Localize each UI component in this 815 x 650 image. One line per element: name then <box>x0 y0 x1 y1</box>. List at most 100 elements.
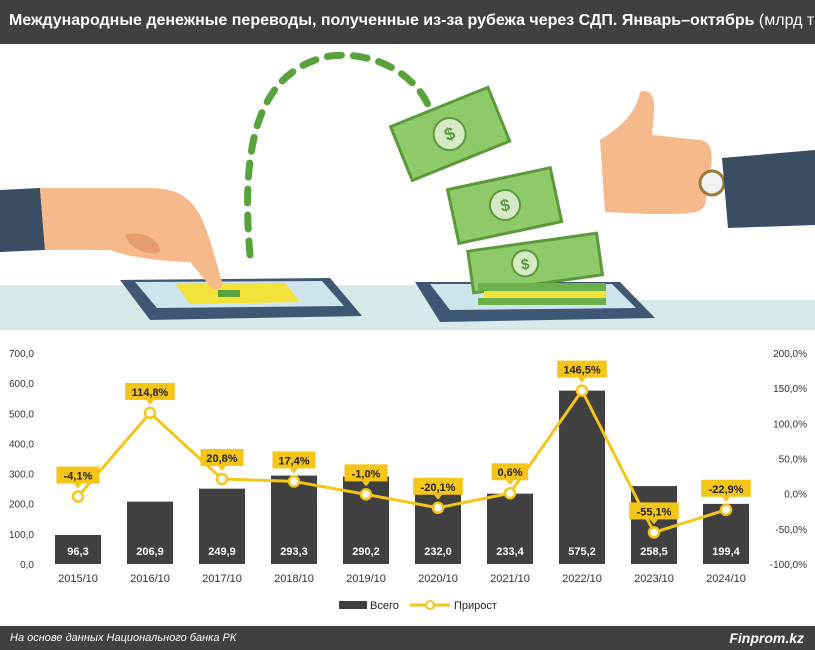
right-axis-tick-label: 150,0% <box>773 384 807 395</box>
right-axis-tick-label: 50,0% <box>779 455 807 466</box>
line-value-callout-pointer <box>506 480 514 486</box>
bar <box>271 475 317 564</box>
line-value-label: -20,1% <box>421 482 456 494</box>
bar <box>199 488 245 564</box>
line-point <box>359 488 373 501</box>
right-axis-tick-label: 100,0% <box>773 419 807 430</box>
smartphone-icon <box>120 278 362 320</box>
thumbs-up-hand-icon <box>600 91 815 228</box>
background-strip <box>0 285 815 330</box>
legend: Всего Прирост <box>339 600 497 612</box>
line-value-callout-pointer <box>290 468 298 474</box>
line-point <box>431 501 445 515</box>
x-axis-tick-label: 2021/10 <box>490 573 530 585</box>
left-axis-tick-label: 600,0 <box>9 379 34 390</box>
money-bills-icon: $ $ $ <box>388 85 606 305</box>
bar-value-label: 575,2 <box>568 546 596 558</box>
line-point <box>215 472 229 486</box>
dashed-arc-arrow-icon <box>244 51 434 259</box>
bar <box>127 501 173 564</box>
line-value-callout <box>413 477 463 495</box>
x-axis-tick-label: 2019/10 <box>346 573 386 585</box>
left-axis-tick-label: 0,0 <box>20 560 34 571</box>
bar-value-label: 258,5 <box>640 546 668 558</box>
x-axis-tick-label: 2022/10 <box>562 573 602 585</box>
line-value-callout <box>557 360 607 378</box>
line-value-callout <box>491 463 529 481</box>
x-axis-tick-label: 2016/10 <box>130 573 170 585</box>
bar-value-label: 290,2 <box>352 546 380 558</box>
chart-area: 0,0 100,0 200,0 300,0 400,0 500,0 600,0 700,0 -… <box>9 349 807 612</box>
line-point <box>719 503 733 517</box>
line-value-label: -55,1% <box>637 506 672 518</box>
bar-value-label: 233,4 <box>496 546 524 558</box>
left-axis-tick-label: 500,0 <box>9 409 34 420</box>
bar-value-label: 293,3 <box>280 546 308 558</box>
line-value-callout-pointer <box>362 481 370 487</box>
x-axis-tick-label: 2017/10 <box>202 573 242 585</box>
line-value-callout-pointer <box>578 377 586 383</box>
source-note: На основе данных Национального банка РК <box>10 632 237 644</box>
legend-line-marker <box>425 600 435 610</box>
line-value-label: -22,9% <box>709 484 744 496</box>
x-axis-tick-label: 2020/10 <box>418 573 458 585</box>
line-path <box>76 389 727 534</box>
line-point <box>143 406 157 420</box>
left-axis-tick-label: 100,0 <box>9 530 34 541</box>
footer-bar: На основе данных Национального банка РК … <box>0 626 815 650</box>
line-value-callout-pointer <box>434 494 442 500</box>
x-axis-tick-label: 2018/10 <box>274 573 314 585</box>
line-point <box>503 486 517 500</box>
chart-title: Международные денежные переводы, получен… <box>9 12 815 30</box>
line-value-callout-pointer <box>146 399 154 405</box>
line-value-callout-pointer <box>218 466 226 472</box>
left-axis-tick-label: 700,0 <box>9 349 34 360</box>
svg-text:$: $ <box>498 195 512 216</box>
line-value-label: 17,4% <box>278 455 309 467</box>
bar-value-label: 249,9 <box>208 546 236 558</box>
line-value-label: 114,8% <box>132 387 169 399</box>
left-axis-tick-label: 400,0 <box>9 439 34 450</box>
right-axis-tick-label: 0,0% <box>784 490 807 501</box>
line-value-label: -4,1% <box>64 471 93 483</box>
line-value-callout <box>272 451 316 469</box>
line-point <box>647 526 661 539</box>
bar <box>487 493 533 564</box>
brand-logo: Finprom.kz <box>729 630 804 646</box>
line-value-callout <box>629 502 679 520</box>
line-point <box>575 384 589 397</box>
left-axis-tick-label: 300,0 <box>9 470 34 481</box>
right-axis-tick-label: -50,0% <box>775 525 807 536</box>
bar-value-label: 96,3 <box>67 546 88 558</box>
left-axis-tick-label: 200,0 <box>9 500 34 511</box>
line-value-callout-pointer <box>722 496 730 502</box>
pointing-hand-icon <box>0 188 223 290</box>
right-axis-tick-label: -100,0% <box>770 560 807 571</box>
line-value-callout <box>125 382 175 400</box>
line-value-callout-pointer <box>650 519 658 525</box>
bar-value-label: 199,4 <box>712 546 740 558</box>
line-value-callout-pointer <box>74 483 82 489</box>
legend-bar-label: Всего <box>370 600 399 612</box>
line-value-callout <box>200 449 244 467</box>
line-value-callout <box>701 479 751 497</box>
line-value-label: 0,6% <box>497 467 522 479</box>
x-axis-tick-label: 2023/10 <box>634 573 674 585</box>
line-value-label: -1,0% <box>352 468 381 480</box>
right-axis-tick-label: 200,0% <box>773 349 807 360</box>
line-point <box>287 475 301 488</box>
bar-value-label: 232,0 <box>424 546 452 558</box>
chart-title-text: Международные денежные переводы, получен… <box>9 12 755 29</box>
header-bar: Международные денежные переводы, получен… <box>0 0 815 44</box>
bar <box>55 534 101 564</box>
bar <box>559 390 605 564</box>
line-value-callout <box>344 464 388 482</box>
x-axis-tick-label: 2015/10 <box>58 573 98 585</box>
line-value-label: 146,5% <box>563 365 601 377</box>
line-value-callout <box>56 466 100 484</box>
remittance-illustration: $ $ $ <box>0 51 815 330</box>
bar-series <box>55 390 749 564</box>
line-series: -4,1% 114,8% 20,8% 17,4% -1,0% -20,1% 0,6% 146,… <box>56 360 751 539</box>
legend-line-label: Прирост <box>454 600 497 612</box>
x-axis-tick-label: 2024/10 <box>706 573 746 585</box>
